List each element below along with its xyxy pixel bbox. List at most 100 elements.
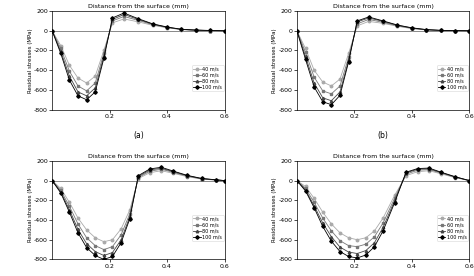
40 m/s	[380, 216, 386, 220]
40 m/s	[337, 231, 343, 235]
40 m/s	[355, 24, 360, 28]
80 m/s	[466, 29, 472, 32]
80 m/s	[346, 59, 351, 62]
80 m/s	[58, 190, 64, 193]
Text: (b): (b)	[378, 131, 389, 140]
60 m/s	[109, 245, 115, 248]
40 m/s	[158, 169, 164, 172]
40 m/s	[311, 197, 317, 200]
80 m/s	[101, 55, 107, 58]
Legend: 40 m/s, 60 m/s, 80 m/s, 100 m/s: 40 m/s, 60 m/s, 80 m/s, 100 m/s	[192, 215, 224, 241]
80 m/s	[75, 228, 81, 231]
40 m/s	[346, 52, 351, 55]
80 m/s	[452, 175, 458, 179]
60 m/s	[49, 29, 55, 32]
100 m/s	[337, 94, 343, 97]
80 m/s	[66, 208, 72, 211]
80 m/s	[466, 179, 472, 182]
Line: 100 m/s: 100 m/s	[51, 166, 226, 261]
100 m/s	[179, 28, 184, 31]
Y-axis label: Residual stresses (MPa): Residual stresses (MPa)	[273, 28, 277, 93]
80 m/s	[452, 29, 458, 32]
40 m/s	[136, 177, 141, 180]
40 m/s	[121, 17, 127, 21]
100 m/s	[118, 241, 124, 244]
80 m/s	[294, 179, 300, 182]
60 m/s	[49, 179, 55, 182]
Line: 40 m/s: 40 m/s	[51, 169, 226, 243]
80 m/s	[320, 96, 326, 99]
80 m/s	[222, 179, 228, 182]
60 m/s	[66, 205, 72, 208]
60 m/s	[294, 179, 300, 182]
60 m/s	[452, 176, 458, 179]
40 m/s	[303, 47, 309, 50]
Line: 40 m/s: 40 m/s	[296, 20, 471, 87]
80 m/s	[294, 29, 300, 32]
100 m/s	[170, 169, 176, 172]
40 m/s	[394, 25, 400, 28]
80 m/s	[394, 24, 400, 27]
40 m/s	[403, 174, 409, 177]
100 m/s	[75, 231, 81, 235]
80 m/s	[320, 221, 326, 225]
Title: Distance from the surface (mm): Distance from the surface (mm)	[333, 4, 434, 9]
40 m/s	[409, 27, 415, 30]
40 m/s	[222, 179, 228, 182]
40 m/s	[438, 29, 443, 32]
Line: 100 m/s: 100 m/s	[51, 12, 226, 101]
80 m/s	[58, 50, 64, 53]
60 m/s	[337, 239, 343, 242]
100 m/s	[150, 22, 155, 25]
100 m/s	[438, 29, 443, 32]
60 m/s	[438, 171, 443, 174]
80 m/s	[346, 250, 351, 254]
80 m/s	[337, 245, 343, 249]
40 m/s	[101, 240, 107, 243]
100 m/s	[84, 246, 90, 249]
80 m/s	[426, 167, 432, 170]
40 m/s	[328, 222, 334, 225]
80 m/s	[328, 235, 334, 238]
40 m/s	[372, 229, 377, 232]
40 m/s	[75, 76, 81, 80]
100 m/s	[320, 225, 326, 228]
60 m/s	[394, 24, 400, 28]
60 m/s	[150, 23, 155, 26]
80 m/s	[121, 13, 127, 16]
100 m/s	[392, 201, 397, 205]
100 m/s	[380, 229, 386, 232]
100 m/s	[423, 28, 429, 31]
80 m/s	[147, 168, 153, 172]
60 m/s	[207, 29, 213, 32]
40 m/s	[320, 80, 326, 84]
40 m/s	[199, 177, 204, 181]
80 m/s	[355, 20, 360, 23]
Text: (a): (a)	[133, 131, 144, 140]
60 m/s	[147, 169, 153, 173]
Y-axis label: Residual stresses (MPa): Residual stresses (MPa)	[273, 178, 277, 243]
80 m/s	[49, 29, 55, 32]
80 m/s	[150, 23, 155, 26]
Line: 40 m/s: 40 m/s	[51, 18, 226, 84]
80 m/s	[372, 241, 377, 244]
100 m/s	[320, 100, 326, 104]
40 m/s	[184, 175, 190, 178]
100 m/s	[58, 52, 64, 55]
60 m/s	[452, 29, 458, 32]
100 m/s	[127, 217, 133, 221]
80 m/s	[328, 99, 334, 102]
60 m/s	[403, 172, 409, 176]
40 m/s	[337, 77, 343, 81]
60 m/s	[164, 26, 170, 29]
40 m/s	[466, 29, 472, 32]
40 m/s	[118, 227, 124, 230]
80 m/s	[366, 16, 372, 20]
60 m/s	[466, 179, 472, 182]
100 m/s	[380, 19, 386, 23]
60 m/s	[438, 29, 443, 32]
80 m/s	[423, 28, 429, 31]
60 m/s	[101, 248, 107, 251]
40 m/s	[423, 28, 429, 32]
40 m/s	[75, 216, 81, 220]
